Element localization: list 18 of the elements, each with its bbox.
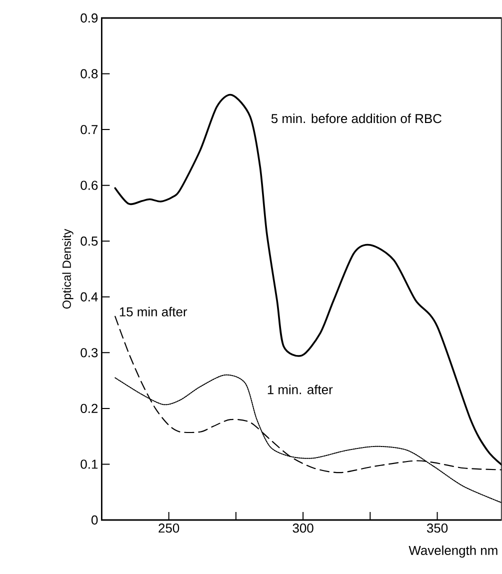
- x-tick-label: 300: [292, 524, 314, 533]
- y-tick-label: 0: [92, 515, 98, 525]
- y-tick-label: 0.7: [80, 124, 98, 134]
- y-tick-label: 0.6: [80, 180, 98, 190]
- y-tick-label: 0.5: [80, 236, 98, 246]
- y-tick-label: 0.9: [80, 13, 98, 23]
- y-tick-label: 0.2: [80, 404, 98, 414]
- x-tick-label: 250: [158, 524, 180, 533]
- series-label: 15 min after: [120, 306, 188, 316]
- y-tick-label: 0.4: [80, 292, 98, 302]
- series-label: 1 min. after: [268, 384, 333, 394]
- y-tick-label: 0.1: [80, 460, 98, 469]
- y-tick-label: 0.3: [80, 348, 98, 358]
- x-axis-title: Wavelength nm: [408, 546, 498, 558]
- series-label: 5 min. before addition of RBC: [272, 114, 442, 124]
- y-axis-title: Optical Density: [62, 228, 74, 309]
- y-tick-label: 0.8: [80, 69, 98, 78]
- x-tick-label: 350: [427, 524, 448, 533]
